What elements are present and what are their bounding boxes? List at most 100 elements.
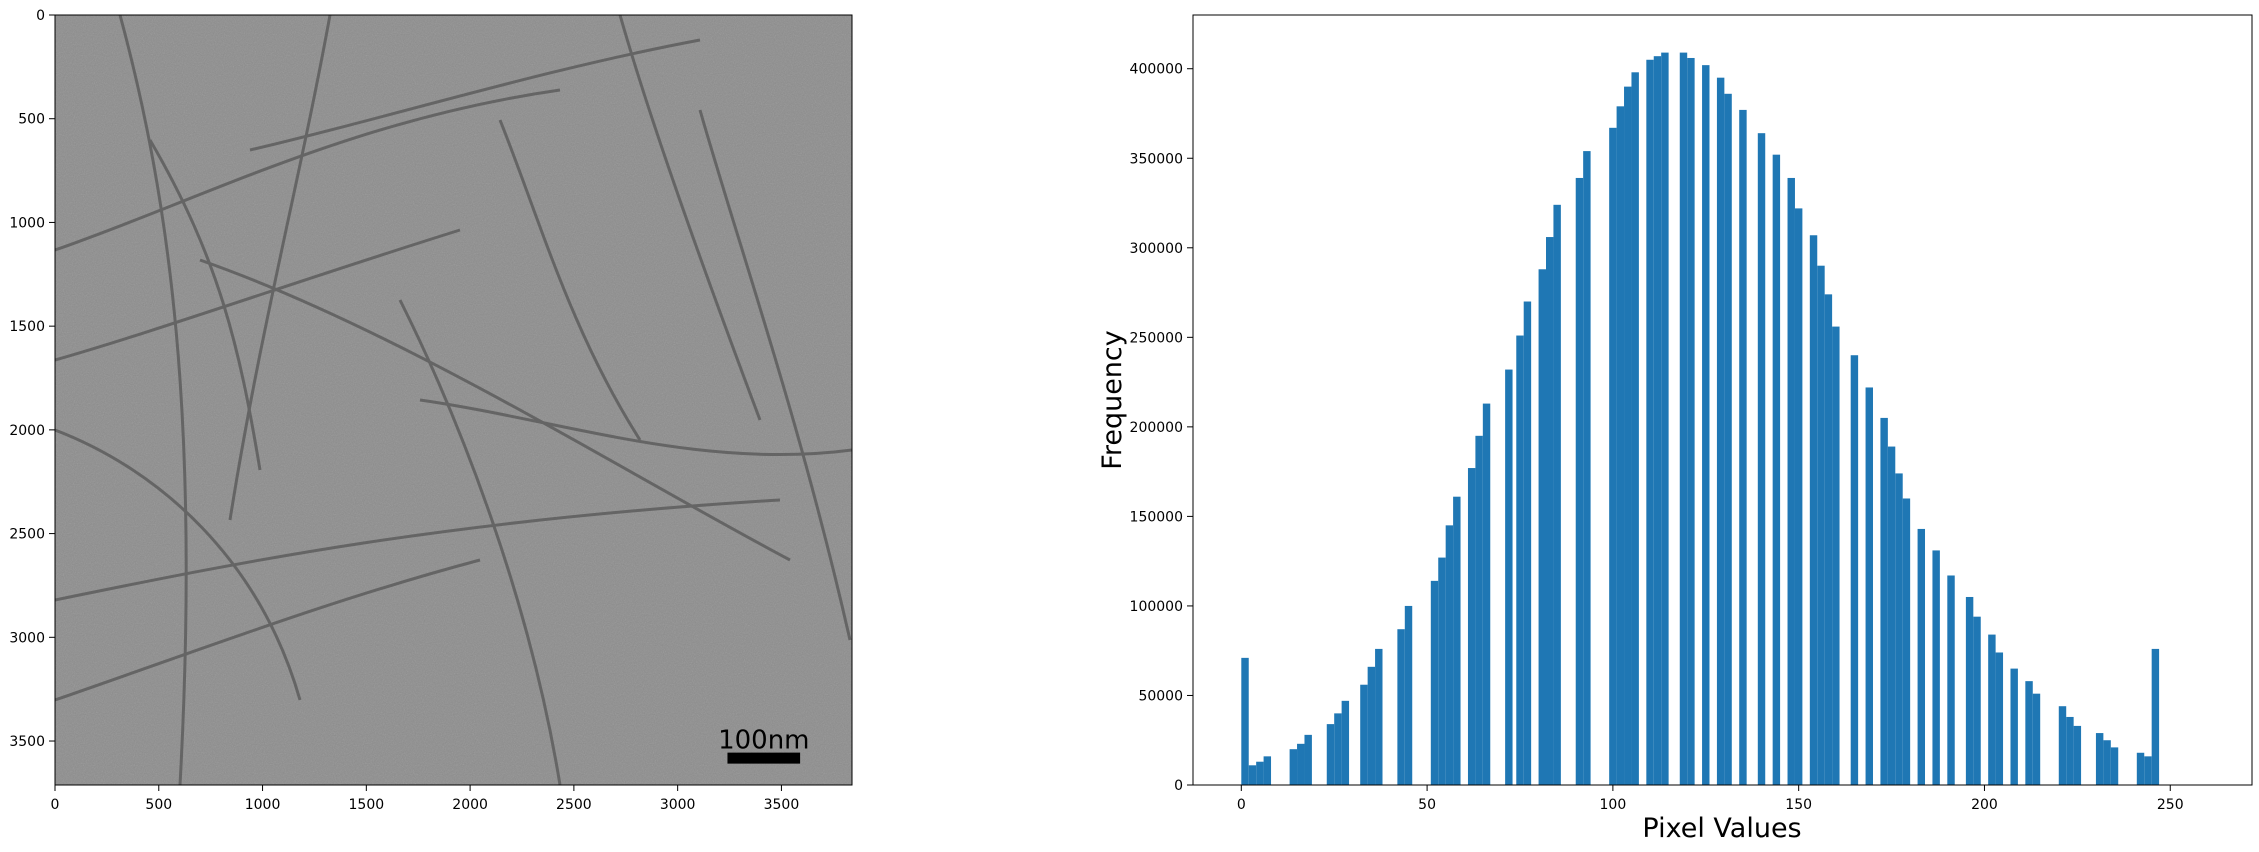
histogram-bar <box>1794 208 1803 785</box>
histogram-bar <box>1553 204 1561 785</box>
histogram-x-tick-label: 150 <box>1785 797 1812 813</box>
histogram-bar <box>1631 72 1639 786</box>
histogram-y-tick-label: 50000 <box>1138 688 1183 704</box>
histogram-bars <box>1241 52 2160 786</box>
histogram-bar <box>1702 65 1710 786</box>
micrograph-x-tick-label: 2500 <box>556 797 592 813</box>
micrograph-y-tick-label: 2500 <box>9 527 45 543</box>
scale-bar: 100nm <box>718 726 810 764</box>
histogram-bar <box>1256 761 1264 785</box>
histogram-bar <box>1482 403 1491 785</box>
histogram-bar <box>1772 154 1781 785</box>
micrograph-x-tick-label: 1500 <box>349 797 385 813</box>
histogram-bar <box>1817 265 1825 786</box>
histogram-bar <box>2110 747 2119 785</box>
histogram-bar <box>1687 57 1695 785</box>
histogram-bar <box>1757 133 1766 786</box>
histogram-bar <box>1724 93 1732 785</box>
histogram-y-tick-label: 400000 <box>1130 62 1183 78</box>
histogram-bar <box>1404 605 1413 785</box>
histogram-y-tick-label: 350000 <box>1130 151 1183 167</box>
histogram-bar <box>2058 706 2067 785</box>
micrograph-panel: 100nm 0 500 1000 1500 2000 2500 3000 3500 0 500 1… <box>9 8 853 813</box>
histogram-bar <box>1367 666 1376 785</box>
histogram-bar <box>2073 725 2082 785</box>
histogram-bar <box>1809 235 1818 786</box>
histogram-bar <box>1241 657 1249 785</box>
histogram-bar <box>1739 109 1747 785</box>
histogram-x-tick-label: 0 <box>1237 797 1246 813</box>
micrograph-x-tick-label: 2000 <box>452 797 488 813</box>
micrograph-y-ticks: 0 500 1000 1500 2000 2500 3000 3500 <box>9 8 55 750</box>
histogram-bar <box>1988 634 1996 785</box>
histogram-y-tick-label: 0 <box>1174 778 1183 794</box>
histogram-bar <box>1824 294 1833 785</box>
histogram-x-tick-label: 250 <box>2157 797 2184 813</box>
micrograph-y-tick-label: 3500 <box>9 734 45 750</box>
histogram-x-tick-label: 50 <box>1418 797 1436 813</box>
histogram-bar <box>1505 369 1513 785</box>
histogram-bar <box>1575 177 1584 785</box>
micrograph-y-tick-label: 1000 <box>9 215 45 231</box>
histogram-bar <box>2151 648 2160 785</box>
histogram-bar <box>1326 724 1335 785</box>
histogram-bar <box>1679 52 1688 785</box>
histogram-bar <box>1304 734 1312 785</box>
histogram-frame <box>1192 14 2253 786</box>
histogram-bar <box>1453 496 1461 785</box>
histogram-bar <box>1334 713 1342 785</box>
histogram-x-tick-label: 100 <box>1600 797 1627 813</box>
histogram-bar <box>1653 56 1662 786</box>
scale-bar-line <box>727 752 801 764</box>
micrograph-y-tick-label: 1500 <box>9 319 45 335</box>
histogram-x-ticks: 0 50 100 150 200 250 <box>1237 785 2184 813</box>
histogram-bar <box>2144 756 2152 785</box>
histogram-bar <box>2032 693 2041 785</box>
micrograph-x-tick-label: 500 <box>145 797 172 813</box>
histogram-bar <box>1947 575 1955 785</box>
histogram-bar <box>1297 743 1305 785</box>
micrograph-y-tick-label: 2000 <box>9 423 45 439</box>
histogram-y-tick-label: 100000 <box>1130 599 1183 615</box>
histogram-bar <box>1430 580 1439 785</box>
histogram-bar <box>1917 528 1926 785</box>
micrograph-x-ticks: 0 500 1000 1500 2000 2500 3000 3500 <box>51 785 799 813</box>
histogram-bar <box>1516 335 1524 785</box>
histogram-bar <box>1865 387 1873 785</box>
histogram-bar <box>1973 616 1981 785</box>
micrograph-fibrils <box>55 15 852 785</box>
histogram-bar <box>1609 127 1617 785</box>
histogram-y-tick-label: 150000 <box>1130 509 1183 525</box>
histogram-bar <box>1995 652 2004 785</box>
micrograph-x-tick-label: 0 <box>51 797 60 813</box>
histogram-bar <box>1445 525 1454 785</box>
histogram-panel: 0 50 100 150 200 250 0 50000 100000 150000 200000… <box>1097 14 2253 844</box>
histogram-bar <box>1716 77 1725 785</box>
micrograph-y-tick-label: 3000 <box>9 630 45 646</box>
micrograph-x-tick-label: 1000 <box>245 797 281 813</box>
histogram-bar <box>2095 733 2104 785</box>
histogram-bar <box>1583 151 1591 785</box>
histogram-bar <box>1646 59 1654 785</box>
micrograph-x-tick-label: 3000 <box>660 797 696 813</box>
micrograph-texture <box>55 15 852 785</box>
histogram-bar <box>1248 765 1257 785</box>
histogram-bar <box>1289 749 1298 785</box>
histogram-bar <box>2010 668 2018 785</box>
histogram-bar <box>2025 681 2033 785</box>
histogram-bar <box>1965 596 1974 785</box>
histogram-x-tick-label: 200 <box>1971 797 1998 813</box>
histogram-bar <box>1850 355 1859 785</box>
histogram-bar <box>1787 177 1795 785</box>
histogram-bar <box>1360 684 1368 785</box>
histogram-bar <box>1538 269 1546 786</box>
histogram-bar <box>1523 301 1532 785</box>
histogram-bar <box>2066 716 2074 785</box>
micrograph-y-tick-label: 0 <box>36 8 45 24</box>
scale-bar-label: 100nm <box>718 726 809 756</box>
histogram-bar <box>1341 700 1350 785</box>
histogram-bar <box>1397 629 1405 785</box>
histogram-bar <box>1880 417 1888 785</box>
histogram-bar <box>1438 557 1446 785</box>
